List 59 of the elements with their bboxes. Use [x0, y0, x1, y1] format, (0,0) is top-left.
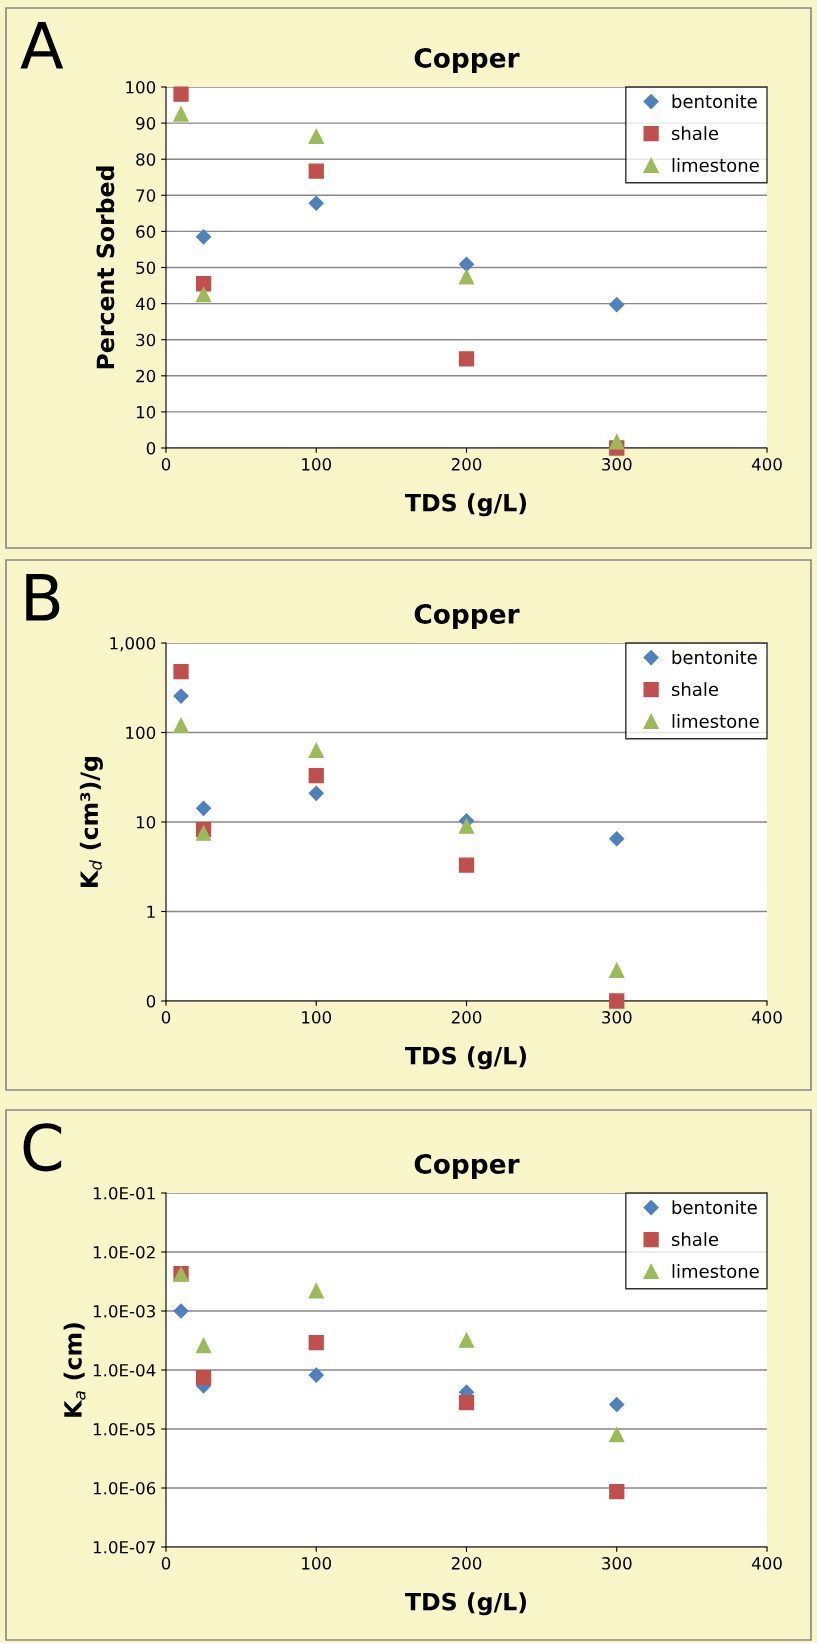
- x-axis-title: TDS (g/L): [405, 493, 527, 517]
- x-tick-label: 300: [602, 1557, 632, 1570]
- y-tick-label: 80: [136, 153, 156, 166]
- y-axis-title: Percent Sorbed: [96, 166, 115, 369]
- x-tick-label: 100: [302, 458, 332, 471]
- y-tick-label: 1: [147, 905, 155, 918]
- y-tick-label: 100: [126, 726, 156, 740]
- x-tick-label: 0: [161, 458, 171, 471]
- y-tick-label: 1.0E-02: [93, 1245, 155, 1259]
- y-tick-label: 1.0E-01: [93, 1186, 155, 1200]
- y-tick-label: 10: [136, 815, 156, 829]
- y-tick-label: 90: [136, 117, 156, 130]
- y-tick-label: 70: [136, 189, 156, 202]
- legend-label: bentonite: [672, 1200, 757, 1215]
- y-tick-label: 1,000: [110, 636, 156, 652]
- y-tick-label: 0: [146, 994, 156, 1008]
- chart-title: Copper: [414, 47, 520, 74]
- x-tick-label: 400: [751, 1011, 782, 1024]
- chart-title: Copper: [414, 1153, 520, 1180]
- chart-title: Copper: [414, 603, 520, 630]
- y-tick-label: 1.0E-04: [93, 1363, 156, 1377]
- y-tick-label: 1.0E-03: [93, 1304, 155, 1318]
- y-tick-label: 30: [136, 333, 156, 347]
- y-axis-title: K$_{a}$ (cm): [63, 1323, 86, 1417]
- x-tick-label: 200: [451, 1557, 482, 1570]
- legend-label: bentonite: [672, 94, 757, 109]
- legend-label: shale: [671, 682, 719, 697]
- legend-label: limestone: [672, 158, 759, 173]
- x-tick-label: 100: [302, 1011, 332, 1024]
- x-tick-label: 0: [161, 1011, 171, 1024]
- x-tick-label: 400: [751, 458, 782, 471]
- x-axis-title: TDS (g/L): [405, 1046, 527, 1070]
- y-tick-label: 1.0E-05: [93, 1422, 155, 1436]
- legend-label: limestone: [672, 1264, 759, 1279]
- x-tick-label: 200: [451, 458, 482, 471]
- text: A: [20, 21, 64, 69]
- y-tick-label: 10: [136, 405, 156, 419]
- legend-label: shale: [671, 1232, 719, 1247]
- x-tick-label: 0: [161, 1557, 171, 1570]
- x-tick-label: 100: [302, 1557, 332, 1570]
- x-tick-label: 300: [602, 458, 632, 471]
- text: C: [23, 1123, 62, 1172]
- y-tick-label: 100: [126, 80, 156, 94]
- y-tick-label: 20: [136, 369, 156, 383]
- x-tick-label: 200: [451, 1011, 482, 1024]
- y-tick-label: 60: [136, 225, 156, 238]
- y-tick-label: 1.0E-07: [93, 1540, 155, 1554]
- legend-label: shale: [671, 126, 719, 141]
- legend-label: limestone: [672, 714, 759, 729]
- x-tick-label: 400: [751, 1557, 782, 1570]
- y-tick-label: 40: [135, 297, 156, 311]
- y-axis-title: K$_{d}$ (cm³)/g: [79, 757, 103, 887]
- y-tick-label: 1.0E-06: [93, 1481, 156, 1495]
- legend-label: bentonite: [672, 650, 757, 665]
- text: B: [26, 573, 60, 621]
- y-tick-label: 0: [146, 441, 156, 455]
- y-tick-label: 50: [136, 261, 156, 275]
- x-axis-title: TDS (g/L): [405, 1592, 527, 1616]
- x-tick-label: 300: [602, 1011, 632, 1024]
